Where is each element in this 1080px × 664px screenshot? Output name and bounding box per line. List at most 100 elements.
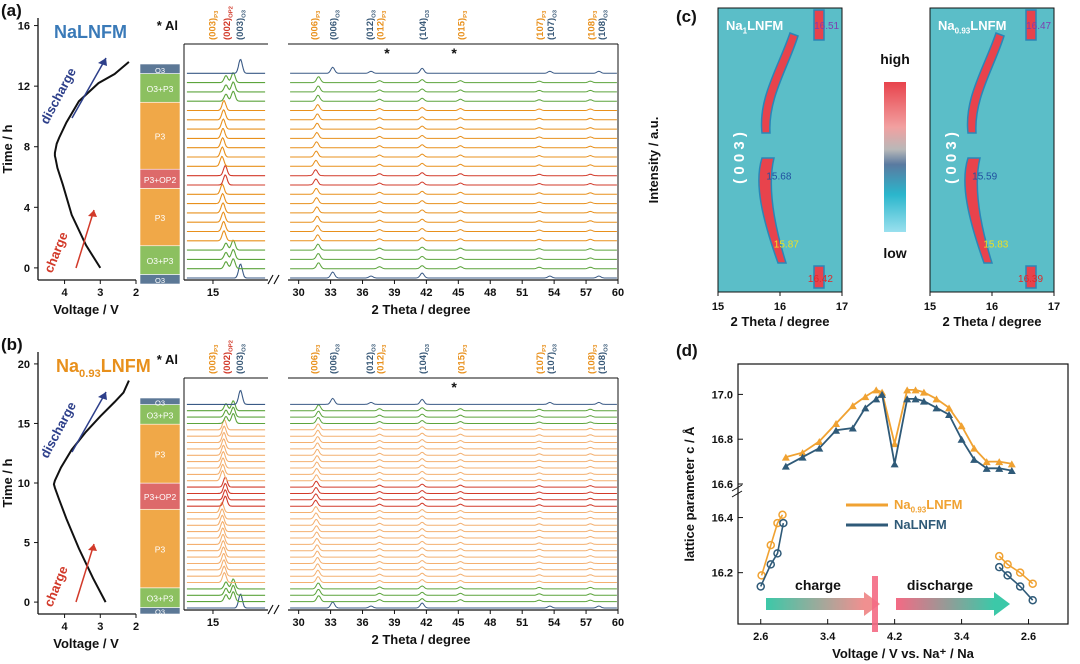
panel-label-c: (c) [676, 7, 697, 26]
discharge-arrow-head [98, 392, 107, 400]
peak-value-label: 15.83 [983, 240, 1008, 251]
phase-band [139, 423, 181, 484]
data-point-triangle [872, 386, 881, 394]
peak-value-label: 15.59 [972, 172, 997, 183]
xrd-trace-high [290, 601, 617, 609]
xrd-trace-high [290, 588, 617, 596]
y-axis-title: Intensity / a.u. [646, 117, 661, 204]
x-tick-label: 3 [97, 287, 103, 299]
phase-label: P3+OP2 [144, 492, 177, 502]
switch-marker [872, 576, 878, 632]
peak-label: (003)O3 [235, 343, 248, 374]
peak-value-label: 16.39 [1018, 274, 1043, 285]
xrd-trace-high [290, 188, 617, 195]
xrd-trace-low [186, 263, 266, 279]
xrd-trace-low [186, 539, 266, 552]
peak-label: (006)P3 [310, 10, 323, 40]
x-axis-title: Voltage / V [53, 302, 119, 317]
map-title: Na0.93LNFM [938, 18, 1006, 36]
y-tick-label: 5 [24, 538, 30, 550]
x-axis-title: 2 Theta / degree [372, 302, 471, 317]
xrd-trace-low [186, 508, 266, 520]
series-lower-charge-line [759, 522, 785, 587]
x-tick-label: 48 [484, 287, 496, 299]
discharge-direction-arrow [896, 598, 994, 610]
xrd-trace-low [186, 425, 266, 437]
y-tick-label: 4 [24, 202, 31, 214]
y-tick-label: 16.8 [712, 434, 733, 446]
xrd-trace-low [186, 457, 266, 469]
x-tick-label: 30 [293, 287, 305, 299]
xrd-trace-low [186, 520, 266, 533]
data-point-triangle [815, 437, 824, 445]
data-point-circle [756, 582, 765, 591]
xrd-trace-low [186, 118, 266, 130]
phase-label: P3 [155, 545, 166, 555]
series-lower-charge-line [760, 514, 784, 576]
phase-band [139, 397, 181, 405]
xrd-trace-high [290, 525, 617, 533]
x-tick-label: 4.2 [887, 631, 902, 643]
xrd-trace-low [186, 412, 266, 425]
x-tick-label: 3.4 [954, 631, 970, 643]
charge-label: charge [41, 564, 71, 609]
peak-label: (006)O3 [329, 343, 342, 374]
xrd-trace-low [186, 100, 266, 112]
x-tick-label: 36 [356, 617, 368, 629]
panel-label-a: (a) [1, 1, 22, 20]
legend-label: Na0.93LNFM [894, 497, 962, 515]
charge-arrow [75, 209, 95, 269]
legend-label: NaLNFM [894, 517, 947, 532]
x-tick-label: 48 [484, 617, 496, 629]
plot-frame [737, 363, 1069, 625]
x-tick-label: 15 [712, 301, 724, 313]
xrd-trace-high [290, 435, 617, 443]
axis-break [267, 604, 280, 615]
xrd-trace-low [186, 501, 266, 514]
xrd-trace-high [290, 474, 617, 482]
xrd-trace-low [186, 71, 266, 84]
xrd-trace-low [186, 591, 266, 603]
peak-label: (107)O3 [546, 9, 559, 40]
phase-band [139, 508, 181, 589]
colorbar-high-label: high [880, 51, 910, 67]
phase-band [139, 188, 181, 247]
al-star: * [384, 45, 390, 61]
data-point-triangle [911, 386, 920, 394]
y-tick-label: 16.2 [712, 568, 733, 580]
data-point-triangle [932, 395, 941, 403]
x-tick-label: 36 [356, 287, 368, 299]
xrd-trace-low [186, 444, 266, 456]
xrd-trace-high [290, 544, 617, 552]
peak-label: (108)P3 [586, 344, 599, 374]
xrd-trace-high [290, 103, 617, 111]
xrd-trace-low [186, 584, 266, 596]
y-tick-label: 8 [24, 142, 30, 154]
data-point-triangle [781, 453, 790, 461]
xrd-trace-high [290, 442, 617, 450]
data-point-triangle [982, 458, 991, 466]
peak-label: (012)P3 [376, 10, 389, 40]
discharge-arrow [71, 391, 107, 453]
x-tick-label: 17 [836, 301, 848, 313]
series-lower-discharge-line [998, 566, 1034, 601]
peak-label: (107)P3 [535, 10, 548, 40]
xrd-trace-high [290, 487, 617, 494]
phase-label: O3+P3 [147, 256, 174, 266]
x-axis-title: 2 Theta / degree [943, 314, 1042, 329]
x-tick-label: 3.4 [820, 631, 836, 643]
panel-label-d: (d) [676, 341, 698, 360]
xrd-trace-low [186, 248, 266, 260]
xrd-trace-low [186, 482, 266, 495]
charge-arrow [75, 543, 95, 603]
phase-label: O3+P3 [147, 84, 174, 94]
peak-value-label: 16.51 [814, 21, 839, 32]
al-note: * Al [157, 352, 178, 367]
xrd-trace-high [290, 76, 617, 84]
peak-label: (012)O3 [365, 343, 378, 374]
data-point-triangle [832, 426, 841, 434]
xrd-trace-low [186, 258, 266, 270]
charge-label: charge [41, 230, 71, 275]
xrd-trace-low [186, 211, 266, 223]
data-point-triangle [798, 449, 807, 457]
